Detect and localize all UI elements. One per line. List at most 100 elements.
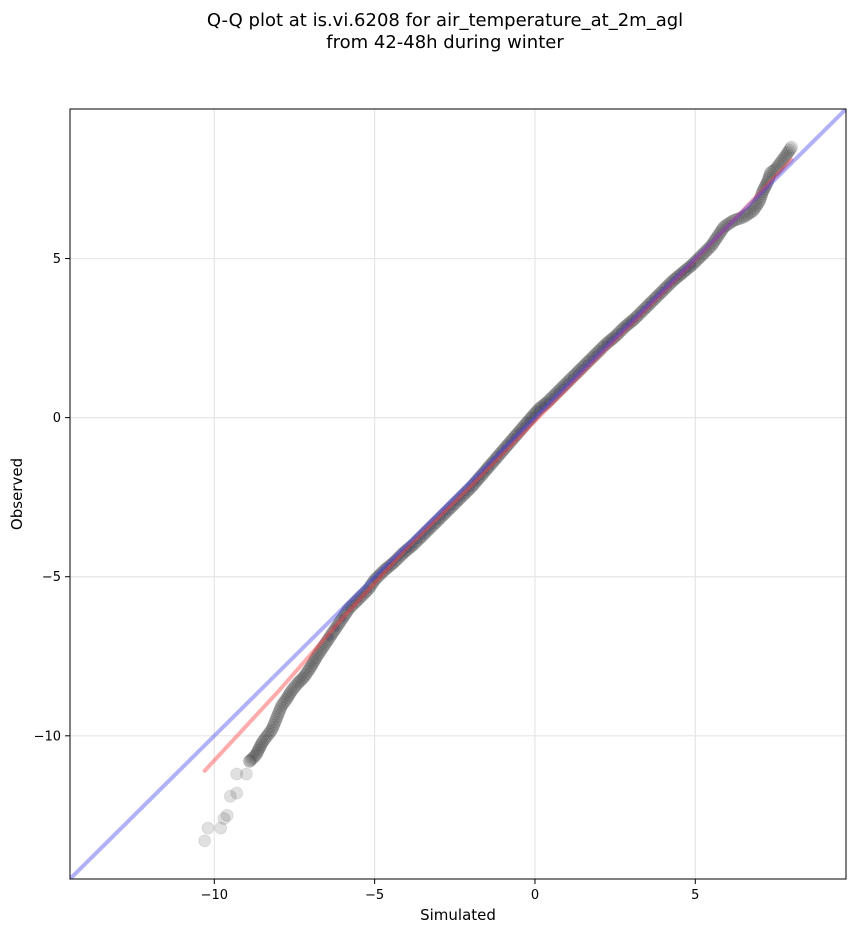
qq-point-core — [495, 450, 504, 459]
qq-point — [269, 713, 283, 727]
qq-point-core — [423, 526, 432, 535]
qq-point-core — [354, 595, 363, 603]
qq-point — [525, 410, 539, 424]
qq-point-core — [471, 478, 480, 487]
qq-point — [571, 365, 585, 379]
qq-point — [647, 293, 661, 307]
qq-point — [423, 522, 437, 536]
qq-point — [686, 257, 700, 271]
qq-point — [685, 258, 699, 272]
qq-point — [674, 267, 688, 281]
qq-point — [418, 526, 432, 540]
qq-point-core — [510, 433, 519, 442]
qq-point — [771, 159, 785, 173]
qq-point — [479, 463, 493, 477]
qq-point — [512, 425, 526, 439]
qq-point — [578, 358, 592, 372]
qq-point — [491, 449, 505, 463]
qq-point — [684, 259, 698, 273]
qq-point — [259, 730, 273, 744]
qq-point — [466, 478, 480, 492]
qq-point — [553, 382, 567, 396]
qq-point — [495, 444, 509, 458]
qq-point — [593, 343, 607, 357]
qq-point — [370, 570, 384, 584]
qq-point — [403, 540, 417, 554]
qq-point — [777, 151, 791, 165]
qq-point — [514, 422, 528, 436]
qq-point — [511, 426, 525, 440]
qq-point — [321, 633, 335, 647]
qq-point — [667, 273, 681, 287]
qq-point-core — [654, 291, 663, 300]
qq-point — [399, 544, 413, 558]
qq-point — [496, 443, 510, 457]
qq-point — [711, 229, 725, 243]
qq-point — [312, 646, 326, 660]
qq-point — [467, 476, 481, 490]
qq-point — [522, 414, 536, 428]
qq-point — [299, 667, 313, 681]
qq-point — [743, 206, 757, 220]
qq-point — [302, 662, 316, 676]
qq-point — [637, 302, 651, 316]
qq-point — [663, 277, 677, 291]
red-fit-line — [202, 157, 794, 773]
qq-point — [656, 283, 670, 297]
qq-point — [727, 213, 741, 227]
qq-point — [550, 385, 564, 399]
qq-point — [271, 709, 285, 723]
qq-point-core — [442, 507, 451, 516]
qq-point — [781, 145, 795, 159]
qq-point — [372, 569, 386, 583]
qq-point — [342, 602, 356, 616]
x-tick-label: −5 — [365, 888, 384, 903]
qq-point — [429, 515, 443, 529]
qq-point — [705, 237, 719, 251]
qq-point — [783, 142, 797, 156]
qq-point-core — [668, 276, 677, 285]
qq-point — [432, 512, 446, 526]
qq-point — [279, 692, 293, 706]
qq-point — [754, 190, 768, 204]
qq-point — [619, 319, 633, 333]
qq-point — [494, 446, 508, 460]
qq-point — [293, 674, 307, 688]
x-tick-label: 0 — [531, 888, 539, 903]
qq-point — [446, 498, 460, 512]
qq-point — [754, 189, 768, 203]
qq-point — [490, 450, 504, 464]
qq-point — [507, 431, 521, 445]
qq-point — [427, 517, 441, 531]
qq-point — [266, 720, 280, 734]
x-axis-label: Simulated — [420, 906, 496, 924]
qq-point — [552, 384, 566, 398]
qq-point — [257, 734, 271, 748]
qq-point — [405, 539, 419, 553]
qq-point — [470, 474, 484, 488]
qq-point — [414, 530, 428, 544]
qq-point — [243, 754, 257, 768]
qq-point — [347, 596, 361, 610]
qq-point — [369, 572, 383, 586]
qq-point-core — [404, 544, 413, 553]
qq-point — [475, 468, 489, 482]
qq-point-core — [380, 566, 389, 575]
qq-point — [337, 610, 351, 623]
qq-point — [626, 313, 640, 327]
qq-point — [275, 699, 289, 713]
qq-point — [283, 686, 297, 700]
qq-point-core — [688, 260, 697, 269]
qq-point — [765, 165, 779, 179]
qq-point — [326, 625, 340, 639]
qq-point — [358, 585, 372, 599]
qq-point — [384, 558, 398, 572]
qq-point — [581, 355, 595, 369]
qq-point — [391, 551, 405, 565]
qq-point-core — [683, 264, 692, 273]
qq-point — [261, 727, 275, 741]
qq-point-core — [664, 281, 673, 290]
qq-point — [590, 346, 604, 360]
qq-point — [779, 148, 793, 162]
